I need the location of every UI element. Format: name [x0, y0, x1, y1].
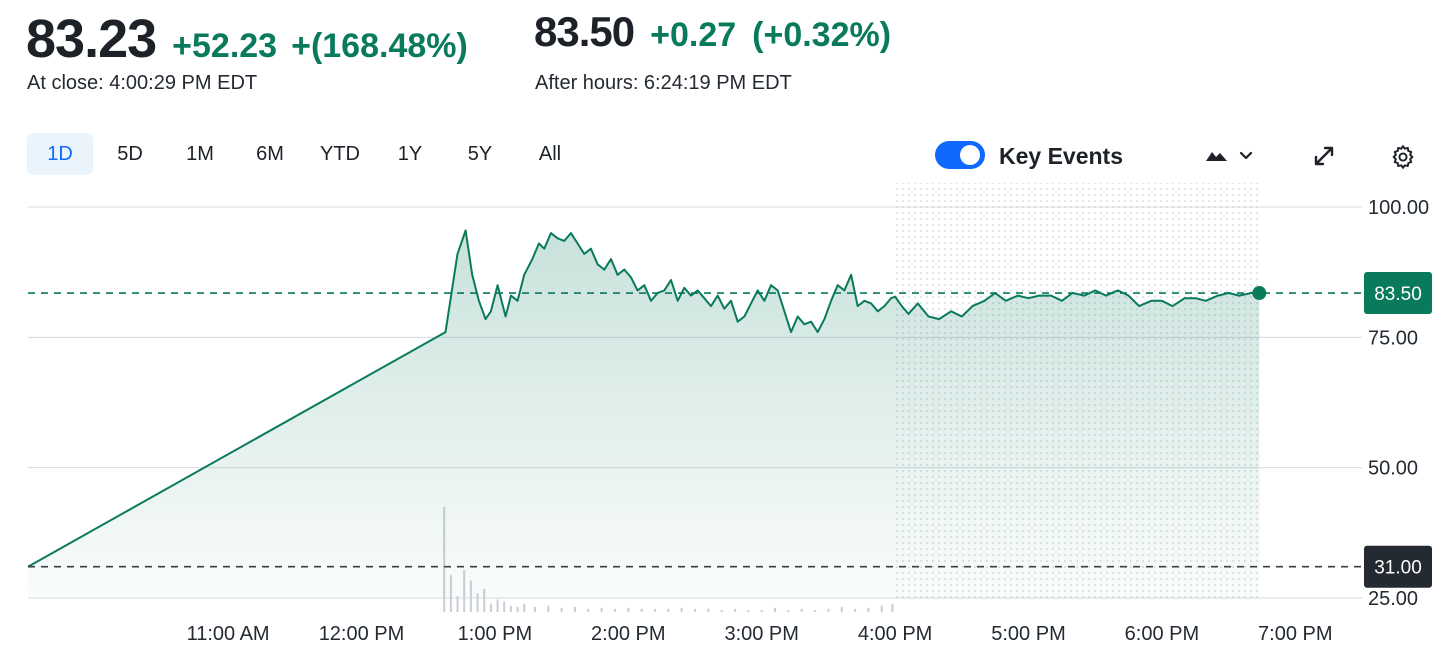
volume-bar: [587, 608, 590, 612]
volume-bar: [503, 601, 506, 612]
y-tick-label: 75.00: [1368, 327, 1418, 349]
volume-bar: [867, 607, 870, 612]
tab-ytd[interactable]: YTD: [320, 142, 360, 165]
last-price: 83.23: [26, 9, 157, 69]
current-price-tag-text: 83.50: [1374, 284, 1422, 305]
volume-bar: [880, 605, 883, 612]
volume-bar: [680, 607, 683, 612]
volume-bar: [774, 607, 777, 612]
x-tick-label: 6:00 PM: [1125, 623, 1199, 645]
tab-1d[interactable]: 1D: [27, 133, 93, 175]
quote-header: 83.23 +52.23 +(168.48%): [26, 8, 468, 70]
after-hours-change-percent: (+0.32%): [752, 16, 892, 54]
after-hours-quote: 83.50 +0.27 (+0.32%): [534, 8, 891, 56]
key-events-toggle[interactable]: [935, 141, 985, 169]
after-hours-price: 83.50: [534, 8, 635, 55]
volume-bar: [523, 603, 526, 612]
volume-bar: [533, 606, 536, 612]
volume-bar: [667, 608, 670, 612]
price-change: +52.23: [172, 27, 278, 65]
y-tick-label: 25.00: [1368, 588, 1418, 610]
x-tick-label: 5:00 PM: [991, 623, 1065, 645]
volume-bar: [694, 608, 696, 612]
y-tick-label: 50.00: [1368, 458, 1418, 480]
tab-1y[interactable]: 1Y: [397, 142, 423, 165]
range-tabs: 1D 5D 1M 6M YTD 1Y 5Y All: [27, 133, 587, 175]
toggle-knob: [960, 145, 980, 165]
close-time: At close: 4:00:29 PM EDT: [27, 72, 258, 94]
volume-bar: [600, 607, 603, 612]
volume-bar: [483, 588, 486, 612]
volume-bar: [627, 607, 630, 612]
volume-bar: [456, 596, 459, 612]
volume-bar: [840, 606, 843, 612]
volume-bar: [760, 609, 763, 612]
volume-bar: [800, 608, 803, 612]
volume-bar: [827, 608, 830, 612]
volume-bar: [653, 608, 656, 612]
price-area-fill: [28, 230, 1260, 598]
after-hours-time-label: After hours: 6:24:19 PM EDT: [535, 72, 792, 94]
x-tick-label: 12:00 PM: [319, 623, 405, 645]
price-chart: 100.00 75.00 50.00 25.00 11:00 AM 12:00 PM 1:…: [27, 183, 1432, 645]
volume-bar: [747, 609, 750, 612]
volume-bar: [640, 608, 643, 612]
volume-bar: [854, 608, 857, 612]
volume-bar: [573, 606, 576, 612]
price-change-percent: +(168.48%): [291, 27, 468, 65]
previous-close-tag: 31.00: [1364, 545, 1432, 588]
x-tick-label: 11:00 AM: [187, 623, 270, 645]
after-hours-time: After hours: 6:24:19 PM EDT: [535, 72, 824, 95]
volume-bar: [613, 608, 616, 612]
tab-5y[interactable]: 5Y: [467, 142, 493, 165]
x-tick-label: 2:00 PM: [591, 623, 665, 645]
moon-icon: [812, 76, 820, 91]
volume-bar: [516, 606, 519, 612]
x-tick-label: 7:00 PM: [1258, 623, 1332, 645]
tab-all[interactable]: All: [538, 142, 562, 165]
volume-bar: [509, 605, 512, 612]
volume-bar: [489, 603, 492, 612]
current-price-tag-box: [1364, 272, 1432, 315]
volume-bar: [496, 599, 499, 612]
tab-6m[interactable]: 6M: [256, 142, 284, 165]
volume-bar: [560, 607, 563, 612]
volume-bar: [814, 609, 817, 612]
volume-bar: [734, 608, 737, 612]
tab-1m[interactable]: 1M: [186, 142, 214, 165]
x-tick-label: 4:00 PM: [858, 623, 932, 645]
previous-close-tag-box: [1364, 545, 1432, 588]
tab-5d[interactable]: 5D: [117, 142, 143, 165]
current-price-tag: 83.50: [1364, 272, 1432, 315]
volume-bar: [707, 608, 710, 612]
previous-close-tag-text: 31.00: [1374, 558, 1422, 579]
mountain-chart-icon[interactable]: [1205, 147, 1255, 165]
y-tick-label: 100.00: [1368, 197, 1429, 219]
last-price-dot: [1252, 286, 1267, 301]
x-tick-label: 1:00 PM: [458, 623, 532, 645]
key-events-label: Key Events: [999, 143, 1124, 169]
x-tick-label: 3:00 PM: [724, 623, 798, 645]
after-hours-change: +0.27: [650, 16, 737, 54]
volume-bar: [547, 605, 550, 612]
volume-bar: [476, 593, 479, 612]
volume-bar: [720, 609, 723, 612]
gear-icon[interactable]: [1390, 144, 1416, 170]
expand-icon[interactable]: [1312, 144, 1336, 168]
volume-bar: [787, 609, 790, 612]
volume-bar: [891, 603, 894, 612]
